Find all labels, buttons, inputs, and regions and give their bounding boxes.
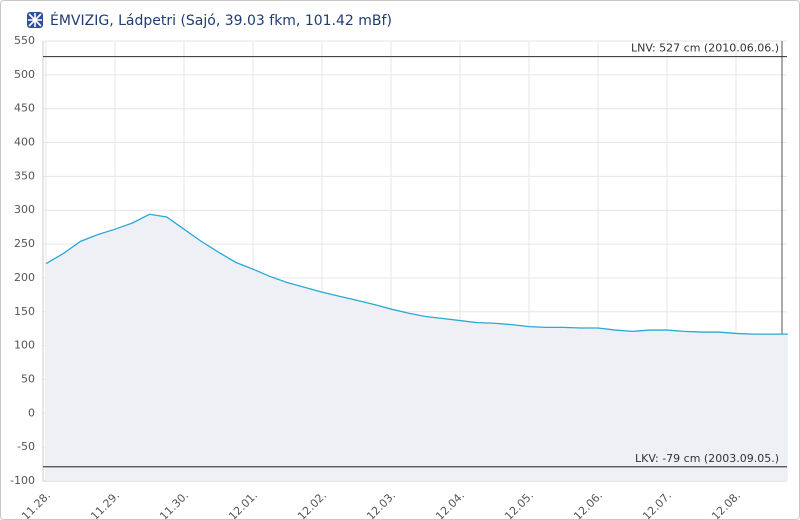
- y-tick-label: 100: [14, 339, 35, 352]
- x-tick-label: 12.03.: [364, 489, 398, 519]
- y-tick-label: 500: [14, 68, 35, 81]
- y-tick-label: 250: [14, 237, 35, 250]
- y-tick-label: 450: [14, 102, 35, 115]
- chart-title: ÉMVIZIG, Ládpetri (Sajó, 39.03 fkm, 101.…: [50, 12, 392, 29]
- y-tick-label: 400: [14, 136, 35, 149]
- reference-label: LNV: 527 cm (2010.06.06.): [631, 42, 779, 55]
- y-tick-label: 350: [14, 169, 35, 182]
- y-tick-label: -100: [10, 474, 35, 487]
- x-tick-label: 11.30.: [157, 489, 191, 519]
- x-tick-label: 12.04.: [433, 489, 467, 519]
- line: [45, 213, 788, 335]
- x-tick-label: 12.02.: [295, 489, 329, 519]
- y-tick-label: 50: [21, 372, 35, 385]
- x-tick-label: 12.06.: [571, 489, 605, 519]
- y-tick-label: 0: [28, 406, 35, 419]
- x-tick-label: 11.29.: [88, 489, 122, 519]
- y-tick-label: 200: [14, 271, 35, 284]
- x-tick-label: 12.07.: [640, 489, 674, 519]
- x-tick-label: 12.08.: [709, 489, 743, 519]
- x-tick-label: 12.05.: [502, 489, 536, 519]
- y-tick-label: -50: [17, 440, 35, 453]
- y-tick-label: 150: [14, 305, 35, 318]
- y-tick-label: 550: [14, 34, 35, 47]
- reference-label: LKV: -79 cm (2003.09.05.): [635, 452, 779, 465]
- station-icon: [27, 12, 43, 28]
- x-tick-label: 12.01.: [226, 489, 260, 519]
- y-tick-label: 300: [14, 203, 35, 216]
- x-tick-label: 11.28.: [19, 489, 53, 519]
- area: [46, 214, 788, 482]
